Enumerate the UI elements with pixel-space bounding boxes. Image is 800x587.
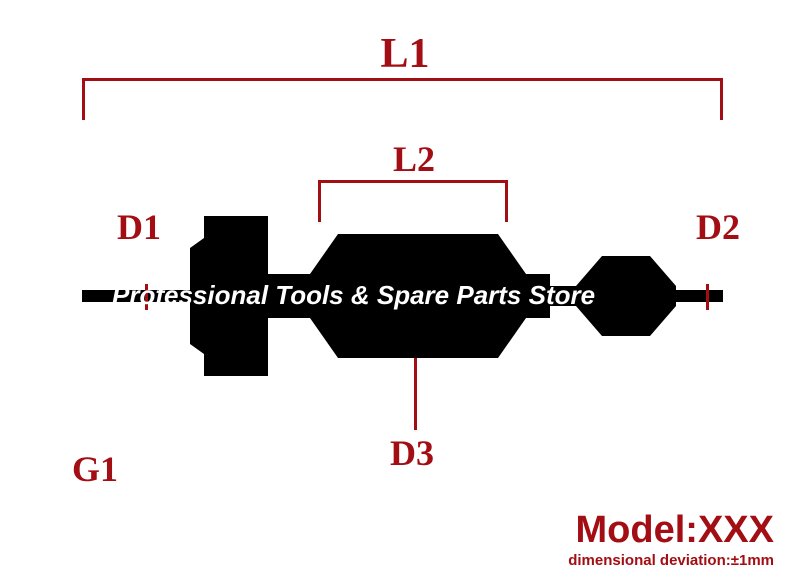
g1-label: G1 bbox=[72, 448, 118, 490]
d1-label: D1 bbox=[117, 206, 161, 248]
model-title: Model:XXX bbox=[568, 509, 774, 552]
l2-main-line bbox=[318, 180, 508, 183]
l1-label: L1 bbox=[381, 30, 430, 78]
l2-label: L2 bbox=[393, 138, 435, 180]
l1-ext-left bbox=[82, 78, 85, 120]
d2-label: D2 bbox=[696, 206, 740, 248]
d3-tick bbox=[414, 358, 417, 430]
model-block: Model:XXX dimensional deviation:±1mm bbox=[568, 509, 774, 569]
l1-ext-right bbox=[720, 78, 723, 120]
l2-ext-left bbox=[318, 180, 321, 222]
model-subtitle: dimensional deviation:±1mm bbox=[568, 552, 774, 569]
watermark-text: Professional Tools & Spare Parts Store bbox=[112, 280, 595, 311]
l1-main-line bbox=[82, 78, 723, 81]
l2-ext-right bbox=[505, 180, 508, 222]
d3-label: D3 bbox=[390, 432, 434, 474]
d2-tick bbox=[706, 284, 709, 310]
